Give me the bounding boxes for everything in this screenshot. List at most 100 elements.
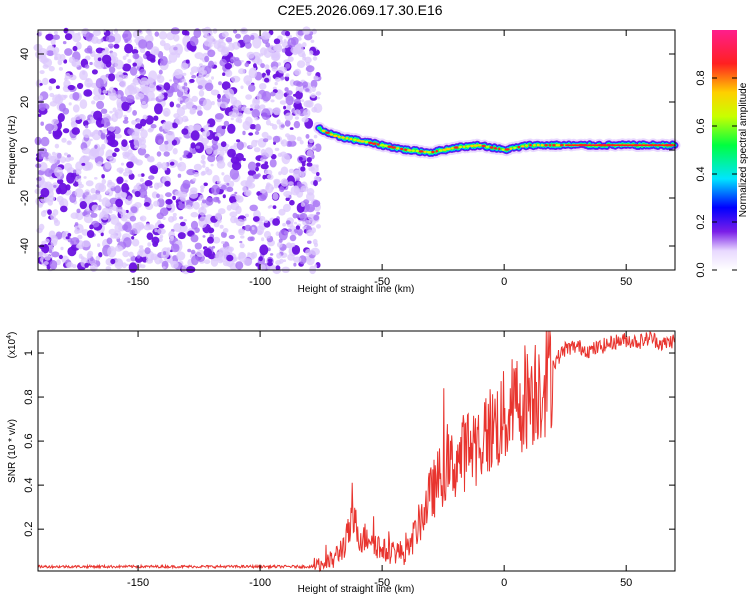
noise-blob [310,164,319,175]
noise-blob [219,224,224,229]
noise-blob [190,71,194,76]
noise-blob [125,263,129,266]
noise-blob [56,187,62,195]
noise-blob [269,253,274,256]
noise-blob [202,199,206,204]
noise-blob [225,88,235,100]
noise-blob [158,69,163,75]
signal-hotspot [552,144,556,147]
noise-blob [186,199,190,204]
noise-blob [271,54,280,61]
noise-blob [129,229,136,236]
noise-blob [203,182,208,187]
noise-blob [131,120,137,125]
noise-blob [206,123,210,126]
noise-blob [223,120,230,127]
noise-blob [264,147,274,158]
noise-blob [235,261,244,270]
noise-blob [278,208,286,216]
noise-blob [57,59,63,66]
noise-blob [212,236,221,244]
signal-hotspot [384,144,388,148]
noise-blob [226,254,234,262]
noise-blob [223,174,231,183]
y-tick-label: 0 [19,147,31,153]
noise-blob [171,261,177,265]
noise-blob [79,114,85,120]
noise-blob [274,147,280,152]
snr-multiplier: (x104) [6,332,18,359]
noise-blob [224,69,233,78]
noise-blob [238,68,246,75]
noise-blob [139,177,144,183]
noise-blob [163,43,171,51]
signal-hotspot [513,146,517,150]
noise-blob [205,145,213,155]
noise-blob [140,129,148,139]
noise-blob [275,265,281,271]
noise-blob [190,220,199,230]
noise-blob [221,125,226,130]
noise-blob [306,162,313,167]
noise-blob [97,161,103,166]
noise-blob [173,68,184,79]
noise-blob [101,49,109,56]
noise-blob [71,59,81,68]
noise-blob [221,241,225,244]
noise-blob [164,110,169,117]
noise-blob [287,253,295,261]
noise-blob [70,121,76,126]
noise-blob [110,258,116,265]
noise-blob [270,99,275,103]
noise-blob [100,134,106,140]
noise-blob [123,221,132,233]
noise-blob [38,181,49,189]
noise-blob [282,259,287,263]
noise-blob [312,145,317,149]
signal-hotspot [337,135,341,138]
noise-blob [57,178,64,185]
noise-blob [183,219,188,222]
noise-blob [190,66,199,73]
noise-blob [253,98,260,104]
signal-hotspot [525,144,529,147]
noise-blob [274,81,278,86]
signal-hotspot [509,147,513,150]
noise-blob [290,36,299,46]
noise-blob [278,171,282,176]
spectrogram-ylabel: Frequency (Hz) [7,116,18,185]
noise-blob [242,120,251,131]
noise-blob [84,124,89,129]
signal-hotspot [341,136,345,139]
x-tick-label: 50 [620,577,632,589]
noise-blob [181,128,189,135]
noise-blob [313,134,318,139]
noise-blob [293,120,301,129]
noise-blob [302,42,307,48]
noise-blob [154,103,163,115]
noise-blob [57,113,65,122]
signal-hotspot [533,144,536,147]
noise-blob [285,197,290,201]
noise-blob [117,94,121,99]
noise-blob [39,83,43,86]
noise-blob [176,251,186,261]
noise-blob [248,132,254,136]
noise-blob [106,237,113,245]
noise-blob [193,28,202,39]
x-tick-label: 0 [501,577,507,589]
noise-blob [159,234,164,239]
noise-blob [120,96,128,102]
noise-blob [38,95,43,101]
noise-blob [218,208,226,215]
noise-blob [52,209,59,216]
noise-blob [259,264,266,272]
noise-blob [290,242,296,248]
noise-blob [197,110,203,116]
noise-blob [273,183,279,189]
noise-blob [295,225,301,230]
noise-blob [110,248,114,251]
noise-blob [113,43,120,49]
noise-blob [108,73,116,82]
noise-blob [260,32,271,40]
